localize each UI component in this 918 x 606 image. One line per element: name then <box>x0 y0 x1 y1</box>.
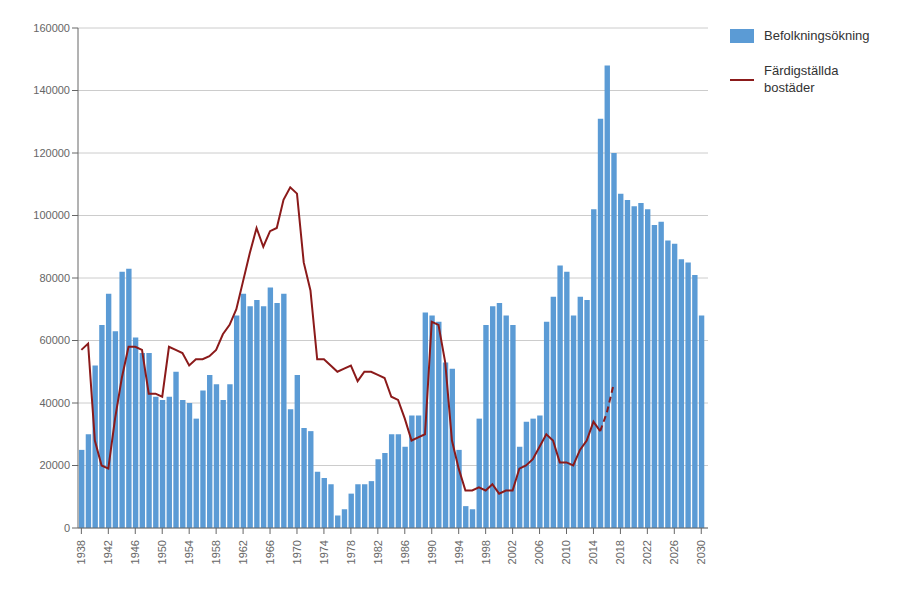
svg-text:1950: 1950 <box>156 540 168 564</box>
svg-text:1946: 1946 <box>129 540 141 564</box>
svg-text:160000: 160000 <box>33 22 70 34</box>
svg-text:2030: 2030 <box>695 540 707 564</box>
svg-text:80000: 80000 <box>39 272 70 284</box>
svg-text:1962: 1962 <box>237 540 249 564</box>
svg-text:2002: 2002 <box>506 540 518 564</box>
svg-text:2014: 2014 <box>587 540 599 564</box>
svg-text:1954: 1954 <box>183 540 195 564</box>
svg-text:2022: 2022 <box>641 540 653 564</box>
svg-text:1998: 1998 <box>479 540 491 564</box>
svg-text:1942: 1942 <box>102 540 114 564</box>
svg-text:2026: 2026 <box>668 540 680 564</box>
svg-text:2018: 2018 <box>614 540 626 564</box>
svg-text:1994: 1994 <box>453 540 465 564</box>
svg-text:1986: 1986 <box>399 540 411 564</box>
svg-text:2006: 2006 <box>533 540 545 564</box>
svg-text:2010: 2010 <box>560 540 572 564</box>
svg-text:1982: 1982 <box>372 540 384 564</box>
svg-text:60000: 60000 <box>39 334 70 346</box>
svg-text:20000: 20000 <box>39 459 70 471</box>
svg-text:1978: 1978 <box>345 540 357 564</box>
svg-text:1966: 1966 <box>264 540 276 564</box>
svg-text:1938: 1938 <box>75 540 87 564</box>
svg-text:1958: 1958 <box>210 540 222 564</box>
html-text:Färdigställda: Färdigställda <box>764 62 839 78</box>
svg-text:1974: 1974 <box>318 540 330 564</box>
svg-text:1990: 1990 <box>426 540 438 564</box>
svg-text:140000: 140000 <box>33 84 70 96</box>
svg-text:1970: 1970 <box>291 540 303 564</box>
svg-text:100000: 100000 <box>33 209 70 221</box>
svg-text:120000: 120000 <box>33 147 70 159</box>
svg-text:0: 0 <box>64 522 70 534</box>
html-text:bostäder: bostäder <box>764 79 815 95</box>
html-text:Befolkningsökning: Befolkningsökning <box>764 28 870 43</box>
svg-text:40000: 40000 <box>39 397 70 409</box>
